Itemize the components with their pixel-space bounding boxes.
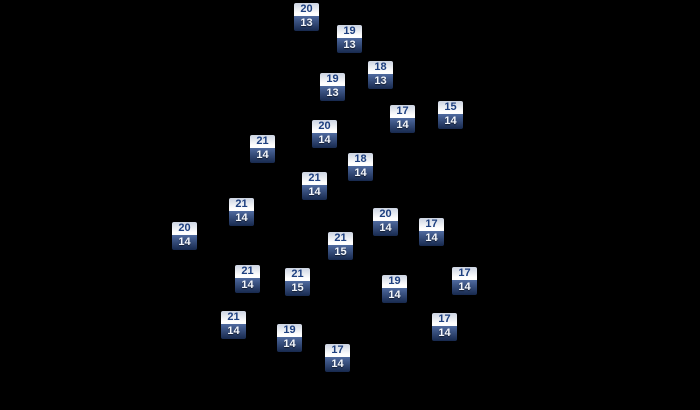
low-temperature-value: 14: [277, 337, 302, 352]
low-temperature-value: 14: [432, 326, 457, 341]
temperature-marker[interactable]: 17 14: [419, 218, 444, 246]
low-temperature-value: 14: [373, 221, 398, 236]
low-temperature-value: 14: [172, 235, 197, 250]
low-temperature-value: 13: [294, 16, 319, 31]
high-temperature-value: 21: [285, 268, 310, 281]
high-temperature-value: 19: [277, 324, 302, 337]
high-temperature-value: 21: [328, 232, 353, 245]
low-temperature-value: 14: [221, 324, 246, 339]
low-temperature-value: 14: [348, 166, 373, 181]
low-temperature-value: 15: [285, 281, 310, 296]
temperature-marker[interactable]: 18 14: [348, 153, 373, 181]
high-temperature-value: 18: [348, 153, 373, 166]
low-temperature-value: 13: [337, 38, 362, 53]
temperature-marker[interactable]: 21 14: [250, 135, 275, 163]
low-temperature-value: 13: [320, 86, 345, 101]
high-temperature-value: 17: [325, 344, 350, 357]
low-temperature-value: 14: [250, 148, 275, 163]
high-temperature-value: 19: [382, 275, 407, 288]
low-temperature-value: 14: [312, 133, 337, 148]
temperature-marker[interactable]: 20 13: [294, 3, 319, 31]
high-temperature-value: 17: [419, 218, 444, 231]
high-temperature-value: 21: [302, 172, 327, 185]
high-temperature-value: 21: [250, 135, 275, 148]
temperature-marker[interactable]: 19 14: [382, 275, 407, 303]
temperature-marker[interactable]: 21 14: [229, 198, 254, 226]
high-temperature-value: 20: [172, 222, 197, 235]
high-temperature-value: 20: [373, 208, 398, 221]
high-temperature-value: 17: [390, 105, 415, 118]
temperature-marker[interactable]: 19 13: [337, 25, 362, 53]
temperature-marker[interactable]: 15 14: [438, 101, 463, 129]
low-temperature-value: 14: [452, 280, 477, 295]
low-temperature-value: 14: [302, 185, 327, 200]
low-temperature-value: 13: [368, 74, 393, 89]
temperature-marker[interactable]: 21 15: [285, 268, 310, 296]
low-temperature-value: 14: [229, 211, 254, 226]
low-temperature-value: 14: [325, 357, 350, 372]
temperature-marker[interactable]: 18 13: [368, 61, 393, 89]
temperature-marker[interactable]: 17 14: [325, 344, 350, 372]
low-temperature-value: 14: [382, 288, 407, 303]
low-temperature-value: 14: [390, 118, 415, 133]
high-temperature-value: 18: [368, 61, 393, 74]
temperature-marker[interactable]: 17 14: [452, 267, 477, 295]
high-temperature-value: 19: [320, 73, 345, 86]
high-temperature-value: 21: [229, 198, 254, 211]
high-temperature-value: 20: [312, 120, 337, 133]
high-temperature-value: 20: [294, 3, 319, 16]
temperature-marker[interactable]: 17 14: [432, 313, 457, 341]
temperature-marker[interactable]: 20 14: [373, 208, 398, 236]
temperature-marker[interactable]: 21 14: [221, 311, 246, 339]
temperature-marker[interactable]: 20 14: [312, 120, 337, 148]
high-temperature-value: 17: [432, 313, 457, 326]
high-temperature-value: 21: [221, 311, 246, 324]
low-temperature-value: 15: [328, 245, 353, 260]
high-temperature-value: 21: [235, 265, 260, 278]
high-temperature-value: 19: [337, 25, 362, 38]
temperature-marker[interactable]: 20 14: [172, 222, 197, 250]
temperature-marker[interactable]: 21 14: [302, 172, 327, 200]
temperature-marker[interactable]: 21 14: [235, 265, 260, 293]
high-temperature-value: 17: [452, 267, 477, 280]
low-temperature-value: 14: [235, 278, 260, 293]
low-temperature-value: 14: [419, 231, 444, 246]
high-temperature-value: 15: [438, 101, 463, 114]
temperature-marker[interactable]: 19 14: [277, 324, 302, 352]
temperature-marker[interactable]: 21 15: [328, 232, 353, 260]
temperature-marker[interactable]: 19 13: [320, 73, 345, 101]
temperature-marker[interactable]: 17 14: [390, 105, 415, 133]
low-temperature-value: 14: [438, 114, 463, 129]
